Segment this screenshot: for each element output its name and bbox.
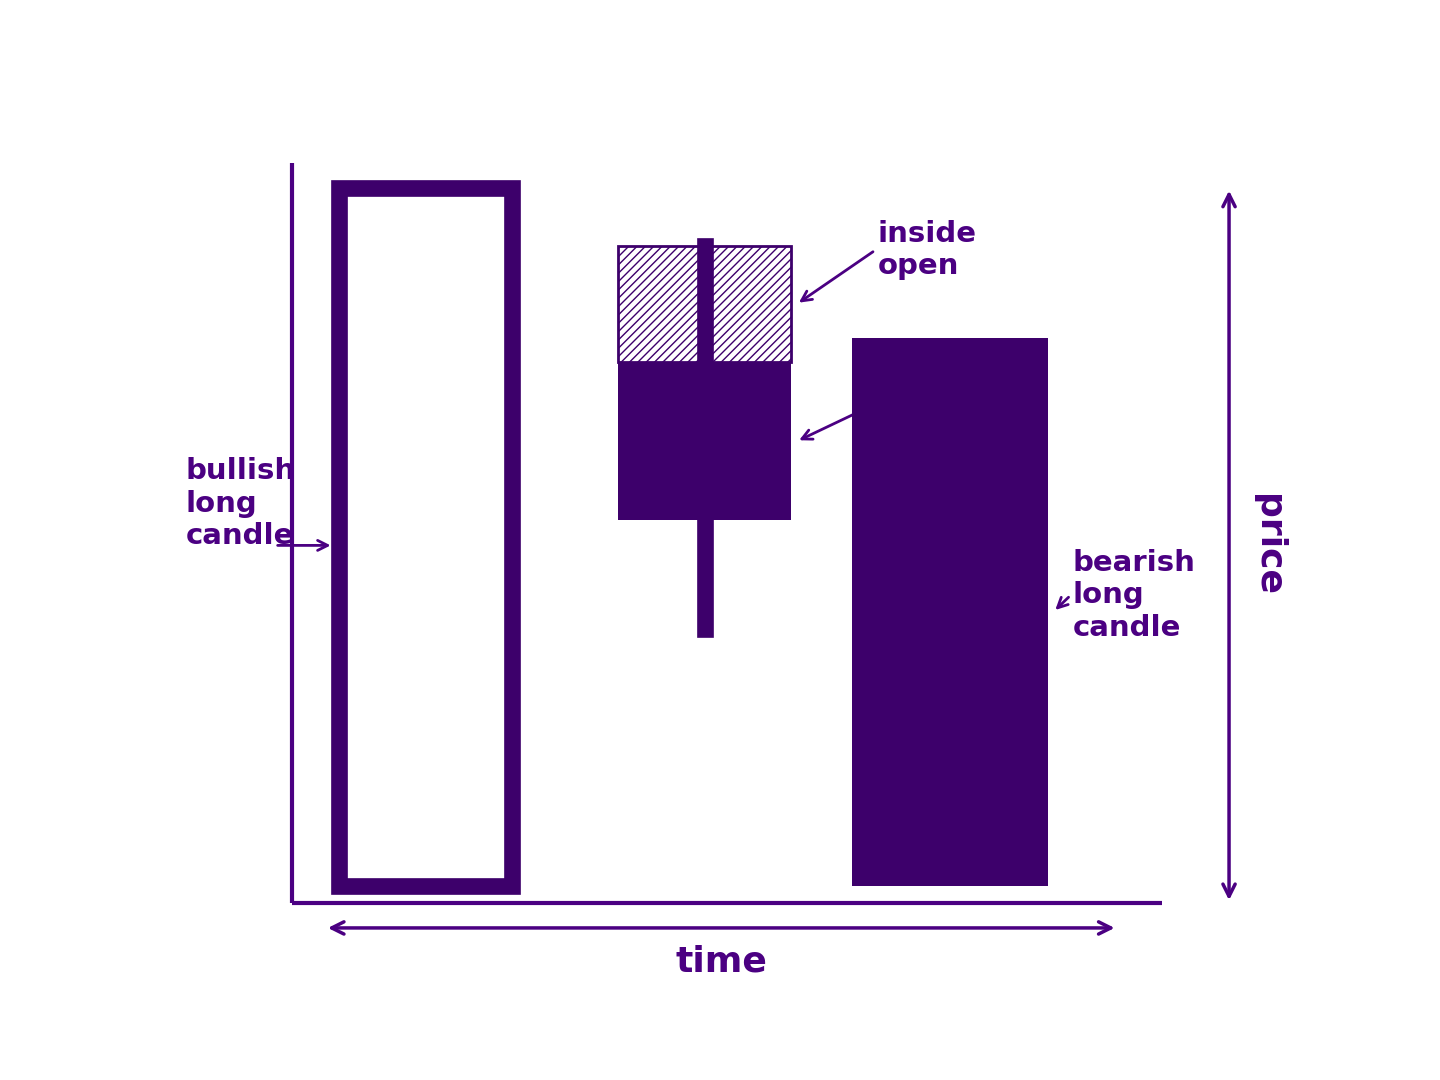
Bar (618, 246, 791, 363)
Text: inside
open: inside open (877, 220, 976, 281)
Text: time: time (675, 945, 768, 978)
Text: price: price (1251, 495, 1284, 596)
Text: bearish
candle: bearish candle (877, 374, 1001, 434)
Bar (618, 363, 791, 521)
Text: bearish
long
candle: bearish long candle (1073, 549, 1195, 642)
Bar (338, 188, 513, 887)
Text: bullish
long
candle: bullish long candle (186, 458, 295, 550)
Bar (852, 337, 1048, 887)
